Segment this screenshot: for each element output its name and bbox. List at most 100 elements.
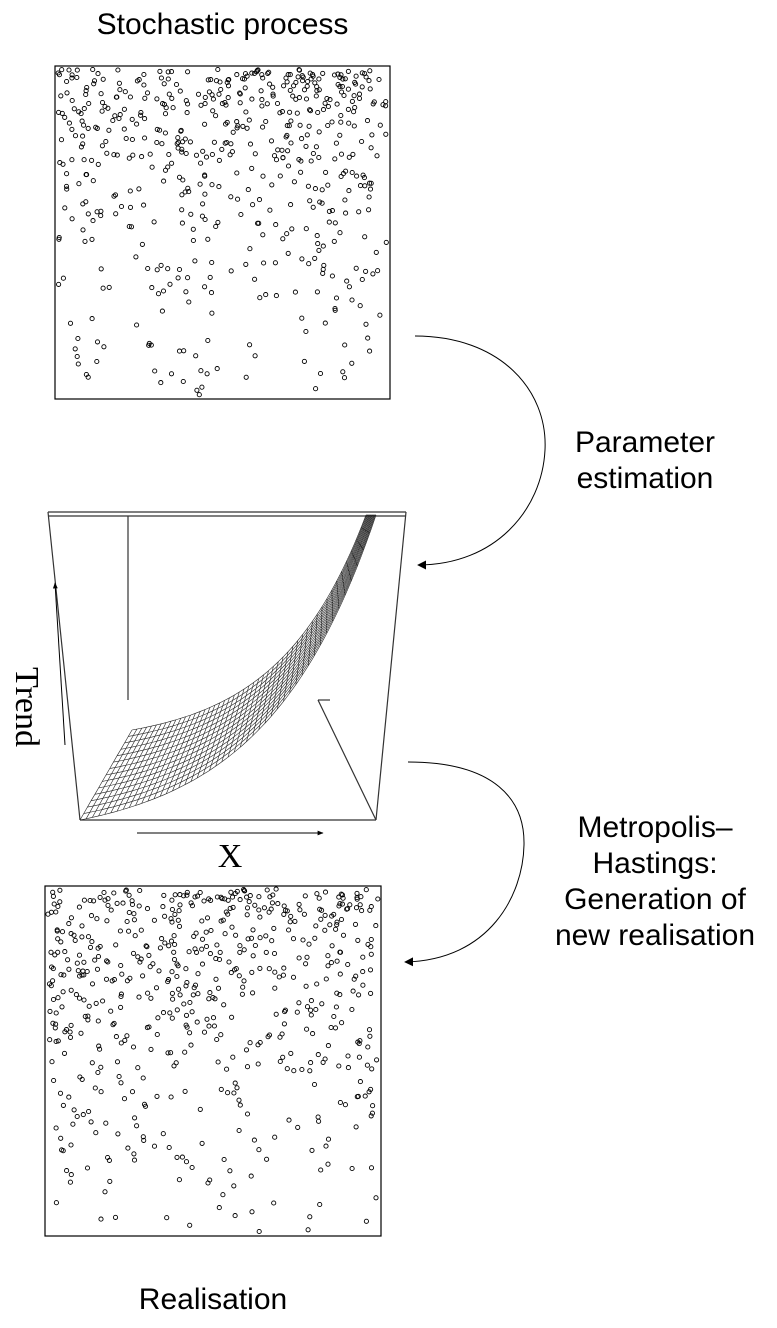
point-marker [225,83,232,89]
point-marker [140,1134,146,1140]
point-marker [287,72,293,78]
point-marker [94,209,100,215]
point-marker [308,1007,314,1013]
point-marker [270,93,276,99]
point-marker [69,72,75,78]
point-marker [85,125,91,131]
point-marker [299,1066,305,1073]
point-marker [377,122,383,128]
point-marker [332,305,338,312]
point-marker [322,927,328,933]
point-marker [148,995,154,1001]
point-marker [360,172,366,178]
point-marker [214,942,220,948]
point-marker [271,925,277,931]
bottom-point-pattern [45,886,381,1235]
point-marker [215,66,221,73]
point-marker [219,101,225,107]
point-marker [59,1004,65,1010]
point-marker [136,77,142,83]
point-marker [312,80,318,86]
point-marker [170,996,176,1002]
point-marker [105,896,111,902]
point-marker [365,335,371,341]
point-marker [316,129,322,135]
point-marker [154,1031,160,1038]
point-marker [137,887,143,894]
point-marker [113,942,119,948]
point-marker [68,915,74,921]
point-marker [176,908,182,914]
point-marker [64,90,70,96]
point-marker [251,1137,257,1143]
point-marker [175,135,181,141]
point-marker [332,1025,339,1031]
point-marker [271,153,278,159]
point-marker [209,92,215,98]
point-marker [353,73,359,79]
point-marker [196,392,202,398]
point-marker [90,178,96,184]
metropolis-hastings-line-3: Generation of [564,883,746,916]
point-marker [238,211,244,218]
point-marker [210,108,216,114]
point-marker [245,187,251,193]
point-marker [55,995,61,1001]
point-marker [289,226,295,232]
point-marker [193,152,200,158]
point-marker [138,112,144,118]
surface-grid-line [117,514,370,756]
point-marker [167,281,173,287]
point-marker [188,211,194,217]
point-marker [285,250,291,256]
point-marker [252,353,258,359]
point-marker [325,963,331,969]
point-marker [359,70,365,76]
point-marker [86,1108,92,1115]
point-marker [307,1214,313,1220]
point-marker [349,169,355,176]
point-marker [320,266,326,272]
point-marker [317,1201,323,1208]
point-marker [307,107,313,113]
point-marker [81,959,87,965]
point-marker [143,943,149,949]
point-marker [142,95,148,101]
point-marker [306,123,312,129]
point-marker [249,969,255,975]
point-marker [202,191,208,197]
point-marker [315,241,321,247]
point-marker [174,141,180,147]
point-marker [118,203,125,210]
point-marker [182,189,188,195]
point-marker [215,219,221,225]
metropolis-hastings-arrow [404,761,525,967]
point-marker [82,238,88,244]
point-marker [334,990,340,996]
point-marker [237,949,243,955]
point-marker [137,959,143,965]
point-marker [231,1090,237,1096]
point-marker [47,1037,53,1043]
point-marker [162,111,169,117]
point-marker [159,141,165,147]
point-marker [131,1157,138,1163]
surface-grid-line [109,514,371,769]
point-marker [85,1017,91,1023]
point-marker [288,140,294,146]
point-marker [248,935,255,941]
point-marker [332,156,338,162]
point-marker [168,916,174,922]
point-marker [366,207,372,213]
point-marker [346,188,352,194]
point-marker [91,81,97,87]
point-marker [85,934,92,940]
surface-grid-line [131,514,367,731]
point-marker [71,106,77,112]
point-marker [359,908,365,914]
point-marker [95,1069,101,1076]
point-marker [145,265,151,272]
point-marker [370,271,376,277]
point-marker [213,956,219,962]
point-marker [79,118,85,124]
